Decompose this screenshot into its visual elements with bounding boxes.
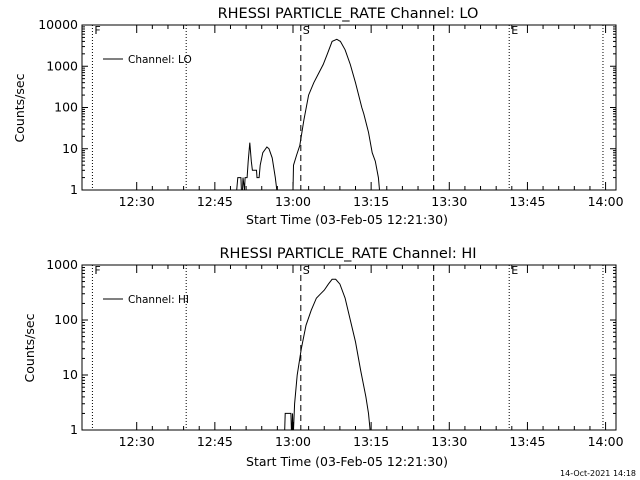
x-tick-label-lo: 13:00 bbox=[275, 194, 311, 209]
marker-label-lo: S bbox=[303, 24, 310, 37]
x-tick-label-hi: 12:45 bbox=[197, 434, 233, 449]
series-line-lo bbox=[236, 142, 278, 191]
plot-frame-hi bbox=[81, 264, 617, 431]
x-tick-label-hi: 13:45 bbox=[509, 434, 545, 449]
y-tick-label-lo: 10000 bbox=[38, 17, 78, 32]
y-axis-title-lo: Counts/sec bbox=[12, 73, 27, 142]
marker-label-hi: E bbox=[511, 264, 518, 277]
print-timestamp: 14-Oct-2021 14:18 bbox=[560, 469, 636, 478]
x-axis-title-hi: Start Time (03-Feb-05 12:21:30) bbox=[246, 454, 448, 469]
legend-lo: Channel: LO bbox=[103, 54, 192, 66]
chart-panel-lo: RHESSI PARTICLE_RATE Channel: LO 1 10 100 1… bbox=[12, 6, 624, 227]
x-tick-label-hi: 13:30 bbox=[431, 434, 467, 449]
x-tick-label-lo: 14:00 bbox=[588, 194, 624, 209]
x-tick-label-lo: 13:45 bbox=[509, 194, 545, 209]
legend-hi: Channel: HI bbox=[103, 294, 189, 306]
series-line-lo bbox=[292, 38, 380, 191]
y-tick-label-lo: 100 bbox=[54, 100, 78, 115]
chart-title-hi: RHESSI PARTICLE_RATE Channel: HI bbox=[219, 246, 476, 262]
y-tick-label-hi: 1000 bbox=[46, 257, 78, 272]
series-line-hi bbox=[293, 278, 371, 431]
legend-label-hi: Channel: HI bbox=[128, 294, 189, 306]
chart-panel-hi: RHESSI PARTICLE_RATE Channel: HI 1 10 100 1… bbox=[22, 246, 624, 469]
y-tick-label-hi: 1 bbox=[70, 422, 78, 437]
y-tick-label-hi: 10 bbox=[62, 367, 78, 382]
marker-label-lo: E bbox=[511, 24, 518, 37]
x-tick-label-hi: 13:15 bbox=[353, 434, 389, 449]
x-tick-label-hi: 13:00 bbox=[275, 434, 311, 449]
y-axis-title-hi: Counts/sec bbox=[22, 313, 37, 382]
marker-label-hi: F bbox=[94, 264, 100, 277]
x-tick-label-lo: 12:30 bbox=[119, 194, 155, 209]
y-tick-label-lo: 1 bbox=[70, 182, 78, 197]
x-tick-label-hi: 12:30 bbox=[119, 434, 155, 449]
chart-title-lo: RHESSI PARTICLE_RATE Channel: LO bbox=[218, 6, 479, 22]
x-tick-label-hi: 14:00 bbox=[588, 434, 624, 449]
y-tick-label-lo: 1000 bbox=[46, 58, 78, 73]
legend-label-lo: Channel: LO bbox=[128, 54, 192, 66]
marker-label-hi: S bbox=[303, 264, 310, 277]
x-tick-label-lo: 13:30 bbox=[431, 194, 467, 209]
x-tick-label-lo: 13:15 bbox=[353, 194, 389, 209]
series-line-hi bbox=[284, 412, 294, 431]
x-tick-label-lo: 12:45 bbox=[197, 194, 233, 209]
y-tick-label-lo: 10 bbox=[62, 141, 78, 156]
x-axis-title-lo: Start Time (03-Feb-05 12:21:30) bbox=[246, 212, 448, 227]
y-tick-label-hi: 100 bbox=[54, 312, 78, 327]
plot-frame-lo bbox=[81, 24, 617, 191]
marker-label-lo: F bbox=[94, 24, 100, 37]
